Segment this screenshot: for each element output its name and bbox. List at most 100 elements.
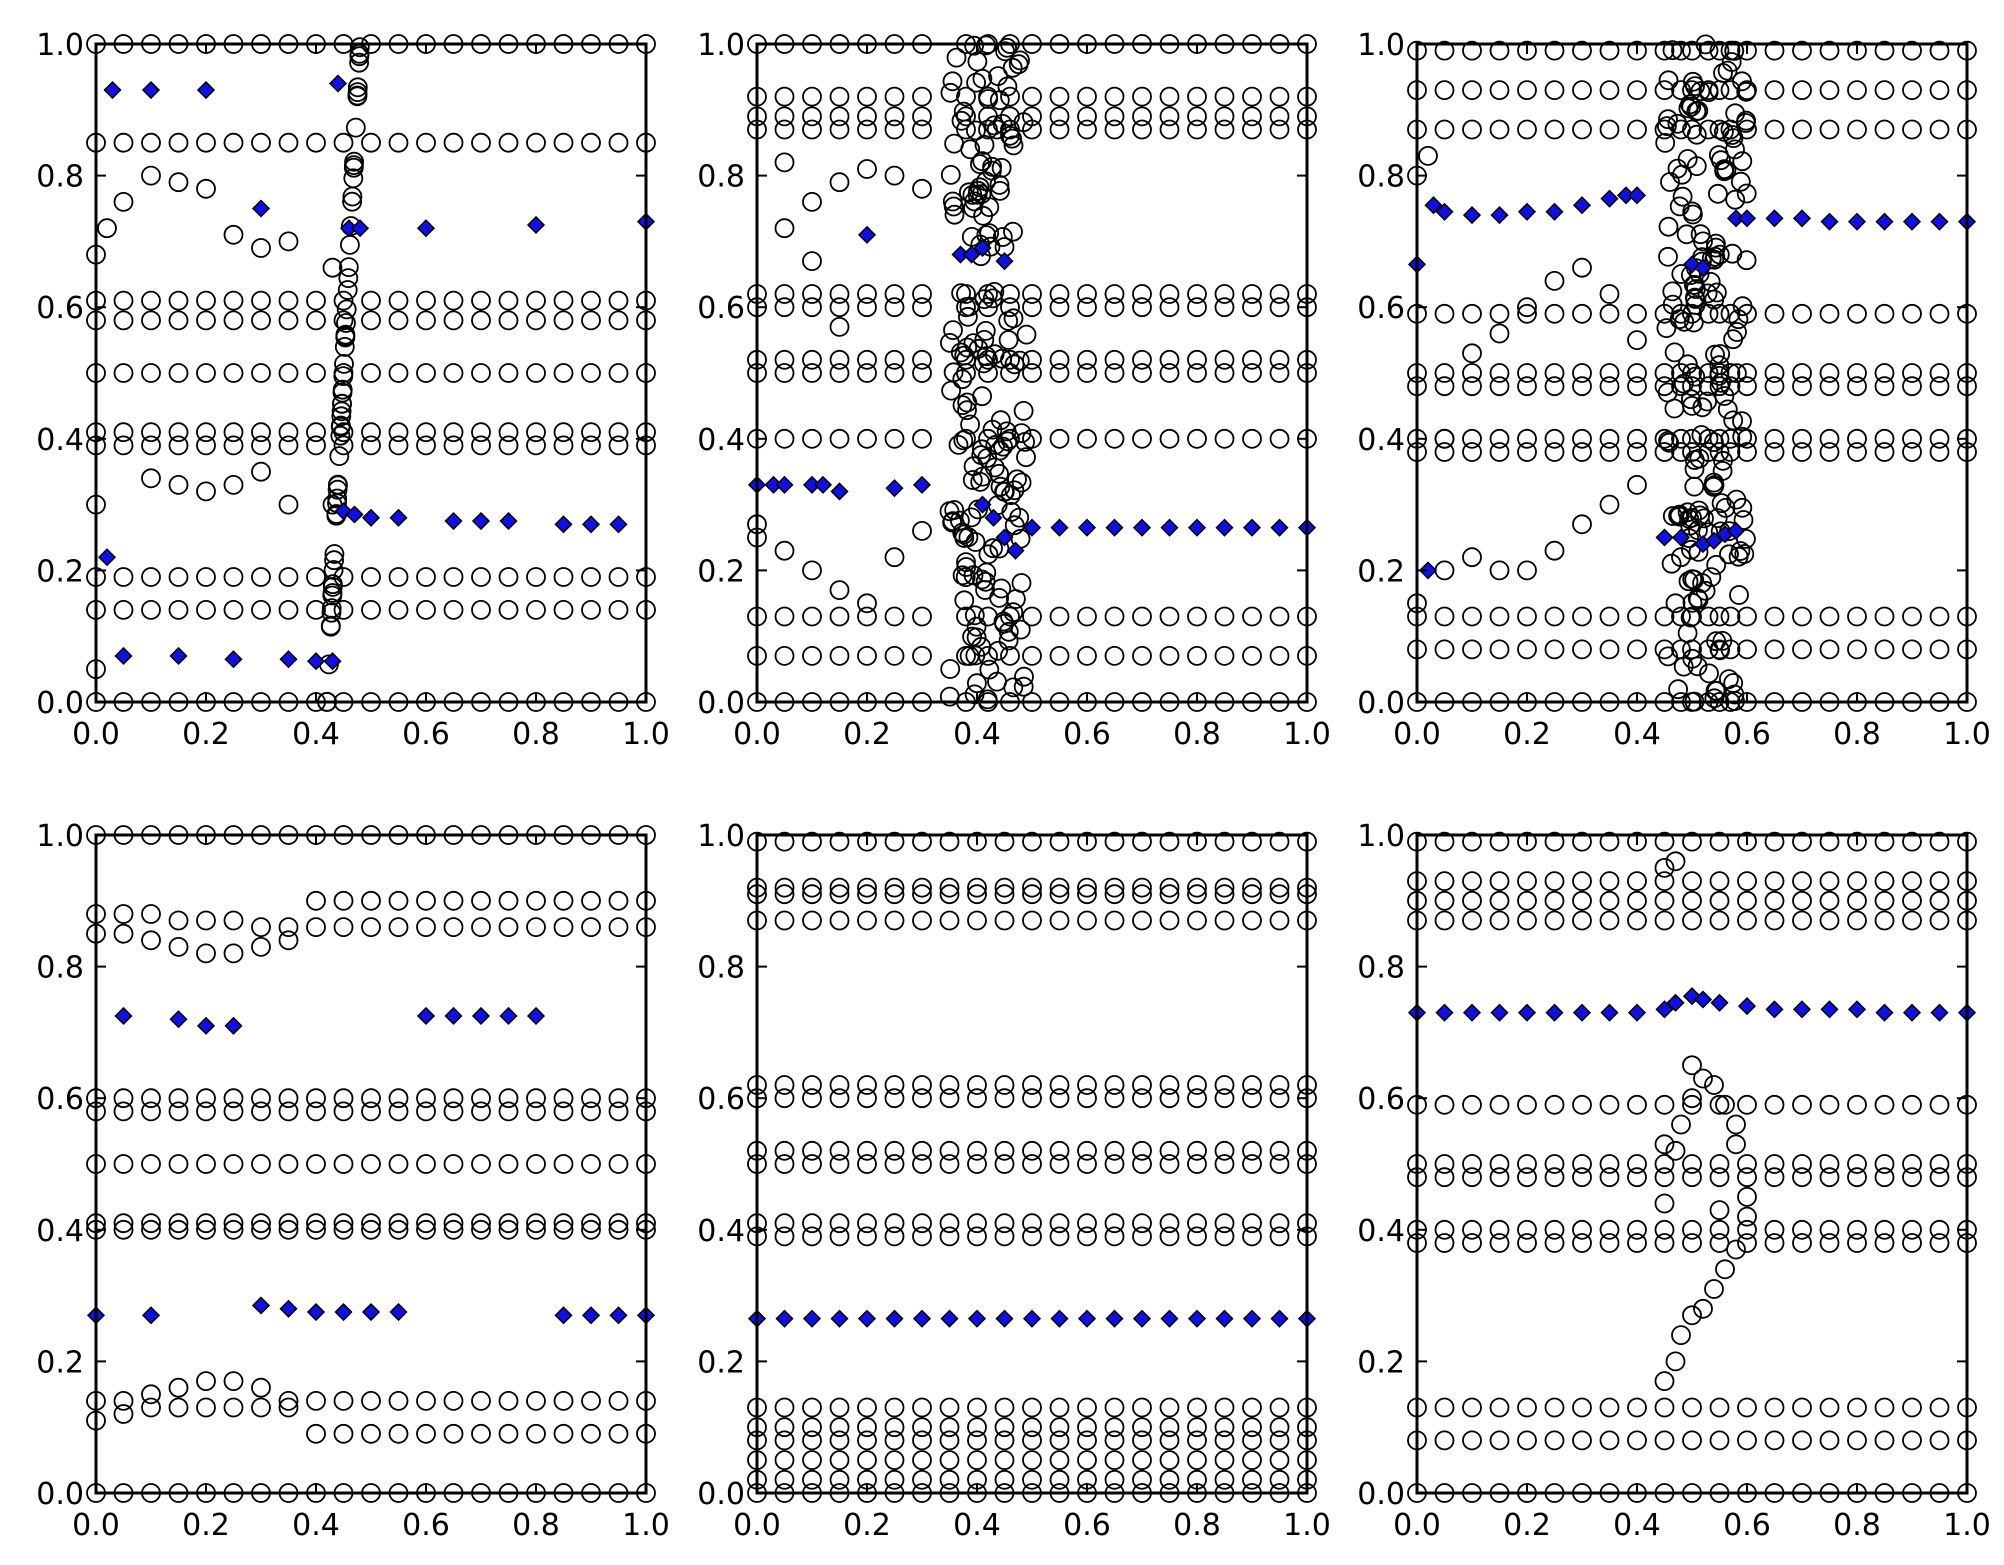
circle-point — [1847, 1430, 1867, 1451]
circle-point — [1000, 363, 1020, 383]
circle-point — [1764, 606, 1785, 627]
circle-point — [526, 600, 546, 620]
circle-point — [1764, 80, 1785, 100]
circle-point — [608, 890, 629, 911]
circle-point — [774, 349, 795, 370]
circle-point — [608, 435, 629, 456]
diamond-point — [1215, 1309, 1234, 1328]
circle-point — [1104, 1154, 1125, 1174]
circle-point — [1159, 1450, 1180, 1470]
circle-point — [1434, 890, 1455, 911]
circle-point — [1572, 40, 1592, 61]
circle-point — [1132, 1430, 1152, 1451]
circle-point — [1242, 1140, 1262, 1161]
circle-point — [168, 363, 189, 383]
circle-point — [994, 1469, 1015, 1490]
circle-point — [1715, 497, 1736, 518]
circle-point — [1049, 86, 1070, 107]
circle-point — [1544, 428, 1565, 449]
circle-point — [1684, 476, 1705, 497]
circle-point — [1682, 376, 1702, 397]
circle-point — [1692, 397, 1713, 418]
circle-point — [1627, 1430, 1647, 1451]
circle-point — [1132, 1213, 1152, 1234]
circle-point — [1819, 831, 1840, 852]
circle-point — [1187, 831, 1207, 852]
circle-point — [1599, 831, 1620, 852]
diamond-point — [1710, 993, 1729, 1012]
circle-point — [944, 204, 965, 225]
circle-point — [141, 1101, 161, 1122]
circle-point — [1671, 1114, 1691, 1135]
circle-point — [912, 1088, 932, 1109]
circle-point — [1792, 119, 1812, 140]
circle-point — [1077, 606, 1097, 627]
circle-point — [361, 1101, 381, 1122]
circle-point — [443, 1213, 464, 1234]
circle-point — [223, 943, 244, 964]
circle-point — [1517, 890, 1537, 911]
circle-point — [251, 917, 271, 937]
diamond-point — [251, 1296, 271, 1315]
circle-point — [1662, 506, 1683, 526]
circle-point — [332, 379, 353, 400]
circle-point — [1682, 1233, 1702, 1253]
x-tick-label: 0.8 — [1173, 1508, 1221, 1543]
circle-point — [990, 410, 1011, 431]
circle-point — [329, 446, 350, 467]
diamond-point — [251, 199, 271, 218]
diamond-point — [323, 652, 342, 671]
circle-point — [1847, 1219, 1867, 1240]
diamond-point — [526, 215, 546, 235]
circle-point — [1717, 399, 1738, 420]
circle-point — [1132, 297, 1152, 318]
circle-point — [333, 1391, 354, 1411]
circle-point — [1269, 1154, 1290, 1174]
circle-point — [1003, 677, 1024, 698]
circle-point — [471, 567, 491, 587]
circle-point — [1847, 40, 1867, 61]
circle-point — [1874, 1219, 1895, 1240]
circle-point — [1022, 646, 1042, 666]
circle-point — [1698, 80, 1719, 100]
scatter-points — [1407, 831, 1977, 1503]
circle-point — [939, 1140, 960, 1161]
circle-point — [1572, 442, 1592, 462]
circle-point — [526, 1213, 546, 1234]
circle-point — [526, 1088, 546, 1109]
circle-point — [1662, 281, 1683, 302]
circle-point — [1874, 890, 1895, 911]
circle-point — [333, 567, 354, 587]
circle-point — [1434, 1397, 1455, 1418]
diamond-point — [499, 511, 518, 531]
diamond-point — [1077, 1309, 1097, 1328]
circle-point — [802, 284, 822, 304]
y-tick-label: 0.2 — [1357, 554, 1405, 589]
circle-point — [553, 1391, 574, 1411]
circle-point — [1049, 877, 1070, 898]
circle-point — [1132, 831, 1152, 852]
circle-point — [1517, 303, 1537, 324]
circle-point — [1269, 86, 1290, 107]
diamond-point — [1902, 1003, 1922, 1022]
x-tick-label: 0.8 — [512, 1508, 560, 1543]
circle-point — [1698, 606, 1719, 627]
circle-point — [1902, 1167, 1922, 1188]
circle-point — [608, 600, 629, 620]
circle-point — [141, 363, 161, 383]
circle-point — [802, 1213, 822, 1234]
circle-point — [1022, 1417, 1042, 1438]
circle-point — [1929, 1233, 1950, 1253]
circle-point — [939, 1226, 960, 1247]
circle-point — [278, 1397, 299, 1418]
circle-point — [829, 428, 850, 449]
circle-point — [857, 86, 877, 107]
circle-point — [857, 831, 877, 852]
circle-point — [1187, 877, 1207, 898]
circle-point — [1013, 400, 1034, 421]
circle-point — [1792, 1233, 1812, 1253]
circle-point — [168, 567, 189, 587]
circle-point — [1654, 119, 1675, 140]
circle-point — [1462, 363, 1482, 383]
circle-point — [1698, 303, 1719, 324]
